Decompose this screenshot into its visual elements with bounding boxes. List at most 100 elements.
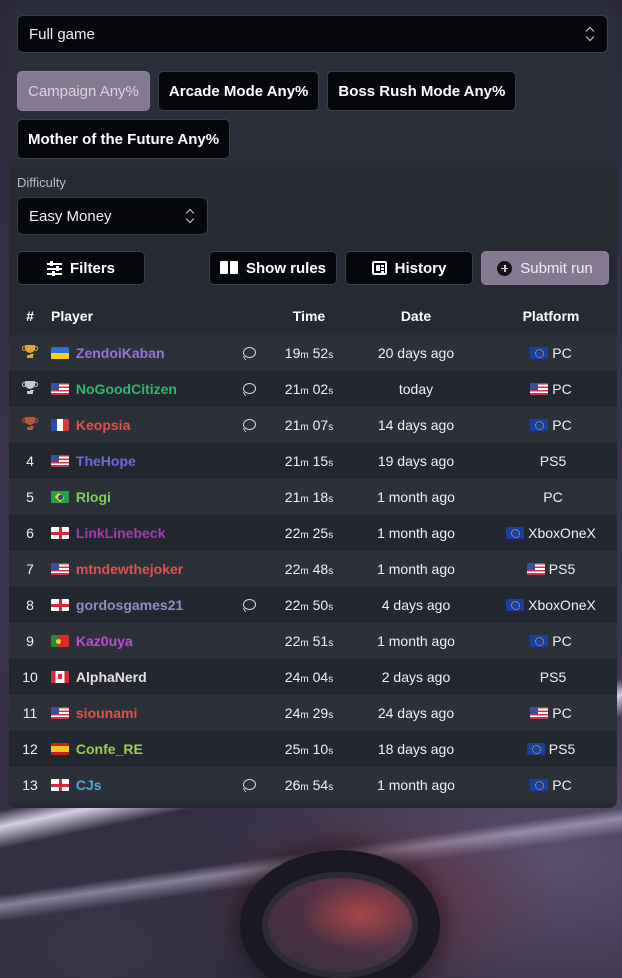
platform-cell: PC bbox=[485, 767, 617, 803]
category-tabs: Campaign Any% Arcade Mode Any% Boss Rush… bbox=[17, 71, 608, 159]
player-name-link[interactable]: Keopsia bbox=[75, 417, 131, 433]
rank-number: 9 bbox=[26, 633, 34, 649]
time-cell[interactable]: 22m 50s bbox=[271, 587, 347, 623]
comment-icon[interactable] bbox=[242, 779, 256, 790]
comment-icon[interactable] bbox=[242, 347, 256, 358]
time-minutes-unit: m bbox=[300, 386, 309, 397]
table-row[interactable]: 8 gordosgames21 22m 50s 4 days ago XboxO… bbox=[9, 587, 617, 623]
rank-cell: 11 bbox=[9, 695, 47, 731]
history-button[interactable]: History bbox=[345, 251, 473, 285]
player-name-link[interactable]: AlphaNerd bbox=[75, 669, 147, 685]
comment-cell bbox=[227, 695, 271, 731]
header-comment bbox=[227, 297, 271, 335]
time-seconds-unit: s bbox=[328, 386, 334, 397]
time-cell[interactable]: 25m 10s bbox=[271, 731, 347, 767]
category-type-value: Full game bbox=[29, 25, 95, 43]
player-name-link[interactable]: gordosgames21 bbox=[75, 597, 184, 613]
table-row[interactable]: 6 LinkLinebeck 22m 25s 1 month ago XboxO… bbox=[9, 515, 617, 551]
time-minutes: 21 bbox=[284, 381, 301, 397]
date-cell: 20 days ago bbox=[377, 345, 455, 361]
show-rules-button[interactable]: Show rules bbox=[209, 251, 337, 285]
rank-number: 12 bbox=[22, 741, 38, 757]
table-row[interactable]: NoGoodCitizen 21m 02s today PC bbox=[9, 371, 617, 407]
player-cell: ZendoiKaban bbox=[47, 335, 227, 371]
time-cell[interactable]: 21m 18s bbox=[271, 479, 347, 515]
country-flag-icon bbox=[51, 599, 69, 611]
player-name-link[interactable]: NoGoodCitizen bbox=[75, 381, 177, 397]
date-cell: 14 days ago bbox=[377, 417, 455, 433]
player-name-link[interactable]: mtndewthejoker bbox=[75, 561, 184, 577]
time-seconds-unit: s bbox=[328, 566, 334, 577]
time-cell[interactable]: 24m 04s bbox=[271, 659, 347, 695]
tab-mother-of-the-future-any[interactable]: Mother of the Future Any% bbox=[17, 119, 231, 159]
table-row[interactable]: 9 Kaz0uya 22m 51s 1 month ago PC bbox=[9, 623, 617, 659]
time-cell[interactable]: 26m 54s bbox=[271, 767, 347, 803]
player-name-link[interactable]: TheHope bbox=[75, 453, 136, 469]
time-cell[interactable]: 24m 29s bbox=[271, 695, 347, 731]
player-name-link[interactable]: siounami bbox=[75, 705, 138, 721]
player-cell: NoGoodCitizen bbox=[47, 371, 227, 407]
platform-name: XboxOneX bbox=[528, 525, 596, 541]
player-name-link[interactable]: Kaz0uya bbox=[75, 633, 133, 649]
date-cell: 1 month ago bbox=[377, 525, 455, 541]
country-flag-icon bbox=[51, 347, 69, 359]
player-name-link[interactable]: CJs bbox=[75, 777, 102, 793]
time-seconds: 07 bbox=[308, 417, 329, 433]
platform-cell: PC bbox=[485, 479, 617, 515]
time-seconds-unit: s bbox=[328, 422, 334, 433]
comment-icon[interactable] bbox=[242, 599, 256, 610]
player-cell: Rlogi bbox=[47, 479, 227, 515]
table-row[interactable]: 10 AlphaNerd 24m 04s 2 days ago PS5 bbox=[9, 659, 617, 695]
country-flag-icon bbox=[51, 779, 69, 791]
submit-run-button[interactable]: Submit run bbox=[481, 251, 609, 285]
table-row[interactable]: 13 CJs 26m 54s 1 month ago PC bbox=[9, 767, 617, 803]
tab-arcade-mode-any[interactable]: Arcade Mode Any% bbox=[157, 71, 320, 111]
tab-boss-rush-mode-any[interactable]: Boss Rush Mode Any% bbox=[327, 71, 517, 111]
comment-cell bbox=[227, 407, 271, 443]
table-row[interactable]: 12 Confe_RE 25m 10s 18 days ago PS5 bbox=[9, 731, 617, 767]
time-cell[interactable]: 22m 51s bbox=[271, 623, 347, 659]
player-name-link[interactable]: ZendoiKaban bbox=[75, 345, 165, 361]
platform-name: PS5 bbox=[539, 453, 567, 469]
time-seconds: 10 bbox=[308, 741, 329, 757]
table-row[interactable]: 11 siounami 24m 29s 24 days ago PC bbox=[9, 695, 617, 731]
time-cell[interactable]: 21m 02s bbox=[271, 371, 347, 407]
comment-icon[interactable] bbox=[242, 419, 256, 430]
date-cell: 1 month ago bbox=[377, 489, 455, 505]
table-row[interactable]: 5 Rlogi 21m 18s 1 month ago PC bbox=[9, 479, 617, 515]
category-type-select[interactable]: Full game bbox=[17, 15, 608, 53]
rank-cell: 13 bbox=[9, 767, 47, 803]
time-cell[interactable]: 21m 07s bbox=[271, 407, 347, 443]
table-row[interactable]: 4 TheHope 21m 15s 19 days ago PS5 bbox=[9, 443, 617, 479]
time-minutes: 25 bbox=[284, 741, 301, 757]
player-name-link[interactable]: Rlogi bbox=[75, 489, 111, 505]
table-row[interactable]: 7 mtndewthejoker 22m 48s 1 month ago PS5 bbox=[9, 551, 617, 587]
comment-icon[interactable] bbox=[242, 383, 256, 394]
platform-region-flag-icon bbox=[530, 779, 549, 791]
time-cell[interactable]: 19m 52s bbox=[271, 335, 347, 371]
comment-cell bbox=[227, 587, 271, 623]
player-name-link[interactable]: Confe_RE bbox=[75, 741, 143, 757]
table-row[interactable]: Keopsia 21m 07s 14 days ago PC bbox=[9, 407, 617, 443]
time-minutes-unit: m bbox=[300, 530, 309, 541]
filters-button[interactable]: Filters bbox=[17, 251, 145, 285]
leaderboard-table: # Player Time Date Platform ZendoiKaban … bbox=[9, 297, 617, 803]
time-cell[interactable]: 21m 15s bbox=[271, 443, 347, 479]
time-cell[interactable]: 22m 48s bbox=[271, 551, 347, 587]
country-flag-icon bbox=[51, 743, 69, 755]
platform-region-flag-icon bbox=[506, 599, 525, 611]
time-seconds: 48 bbox=[308, 561, 329, 577]
platform-name: PS5 bbox=[548, 561, 576, 577]
country-flag-icon bbox=[51, 671, 69, 683]
time-seconds: 02 bbox=[308, 381, 329, 397]
time-cell[interactable]: 22m 25s bbox=[271, 515, 347, 551]
table-row[interactable]: ZendoiKaban 19m 52s 20 days ago PC bbox=[9, 335, 617, 371]
tab-campaign-any[interactable]: Campaign Any% bbox=[17, 71, 150, 111]
time-seconds-unit: s bbox=[328, 602, 334, 613]
time-minutes-unit: m bbox=[300, 710, 309, 721]
rank-cell: 10 bbox=[9, 659, 47, 695]
header-date: Date bbox=[400, 308, 432, 324]
player-name-link[interactable]: LinkLinebeck bbox=[75, 525, 166, 541]
platform-cell: PS5 bbox=[485, 443, 617, 479]
difficulty-select[interactable]: Easy Money bbox=[17, 197, 208, 235]
